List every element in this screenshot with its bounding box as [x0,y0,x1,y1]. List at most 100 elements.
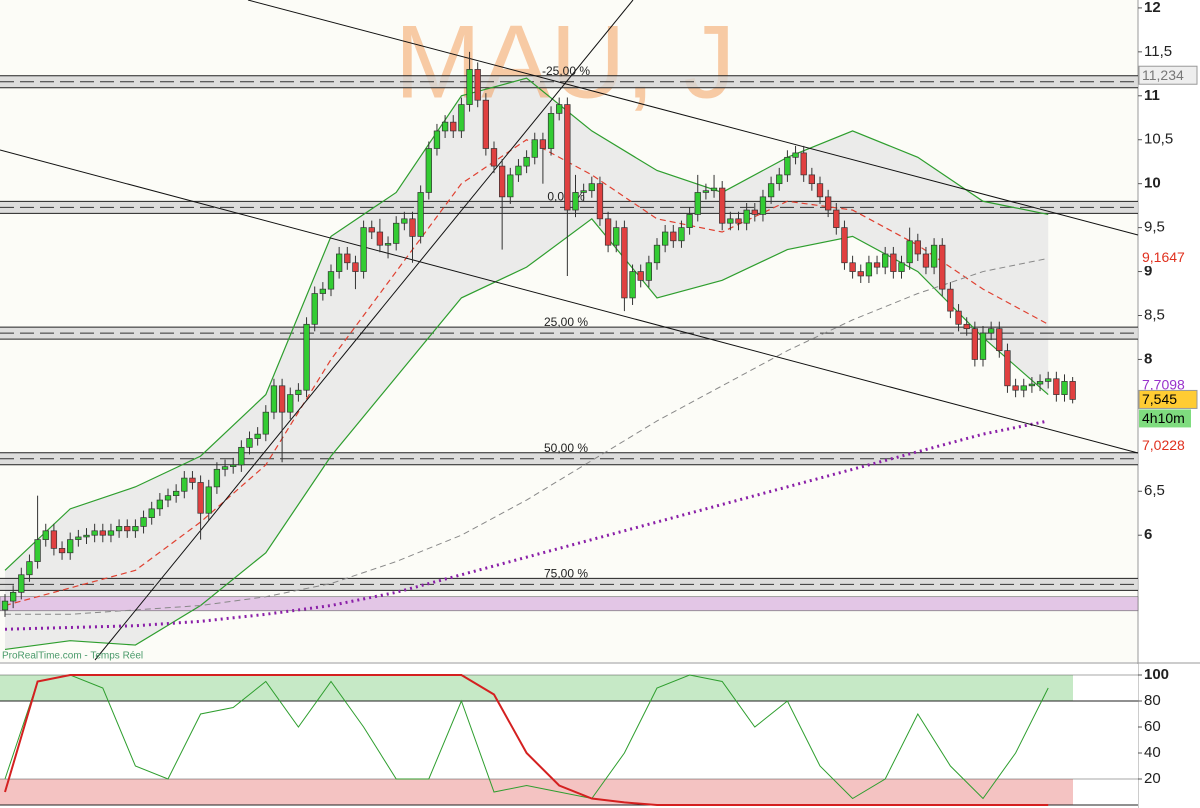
overlays-layer [4,77,1049,651]
countdown-label: 4h10m [1142,410,1185,426]
trend-line [247,0,1139,236]
candle-body [262,411,269,435]
y-tick-label: 20 [1144,770,1161,787]
y-tick-label: 80 [1144,692,1161,709]
candle-body [1012,385,1019,391]
cloud-layer [5,78,1049,650]
candle-body [987,328,995,334]
candle-body [1020,385,1027,391]
level-label: 75,00 % [544,567,588,581]
candle-body [702,190,710,193]
candle-body [922,253,930,268]
candle-body [572,192,579,211]
candle-body [727,218,734,224]
candle-body [841,227,848,264]
candle-body [1004,350,1011,387]
candle-body [604,218,612,246]
candle-body [800,152,807,176]
y-tick-label: 8,5 [1144,306,1165,323]
candle-body [441,121,449,132]
candle-body [637,271,644,281]
candle-body [360,227,367,272]
candle-body [743,209,750,224]
candle-body [458,104,465,132]
candle-body [42,530,49,540]
y-tick-label: 6 [1144,526,1152,543]
candle-body [873,262,881,268]
candle-body [132,526,139,532]
candle-body [564,104,571,211]
candle-body [523,156,530,167]
candle-body [776,174,783,185]
candle-body [393,222,400,244]
zone-band [0,675,1073,701]
y-tick-label: 100 [1144,666,1169,683]
candle-body [50,530,58,549]
candle-body [939,244,946,290]
oscillator-layer: 100 80 60 40 20 [0,666,1169,806]
level-label: 50,00 % [544,441,588,455]
candle-body [930,244,938,268]
candle-body [613,227,620,246]
price-label: 7,0228 [1142,437,1185,453]
y-tick-label: 11 [1144,87,1160,104]
candle-body [197,482,204,514]
candle-body [466,69,473,105]
oscillator-line [4,674,1049,806]
candle-body [882,253,889,268]
candle-body [319,288,326,294]
y-tick-label: 6,5 [1144,482,1165,499]
candle-body [368,227,375,233]
candle-body [645,262,652,281]
candle-body [621,227,628,299]
overlay-line [4,139,1049,607]
y-tick-label: 60 [1144,718,1161,735]
candle-body [10,591,17,602]
candle-body [833,209,840,228]
candle-body [849,262,856,272]
candle-body [148,508,155,518]
watermark: MAU, J [395,4,736,120]
candle-body [181,477,188,492]
candle-body [507,174,514,198]
candle-body [710,187,718,192]
candle-body [751,209,758,215]
y-tick-label: 11,5 [1144,43,1172,60]
candle-body [996,328,1003,352]
candle-body [1036,381,1044,385]
candle-body [947,288,954,312]
candle-body [580,190,587,193]
candle-body [83,534,90,538]
candle-body [784,156,791,176]
candles-layer [1,51,1076,617]
candle-body [384,243,392,246]
candle-body [213,468,221,488]
candle-body [433,130,441,149]
candle-body [344,253,351,264]
candle-body [287,394,294,413]
candle-body [914,240,921,255]
candle-body [971,328,978,360]
y-tick-label: 40 [1144,744,1161,761]
price-label-box [1138,65,1198,85]
candle-body [588,183,595,192]
y-tick-label: 12 [1144,0,1161,16]
zone-band [0,596,1139,612]
candle-body [238,446,245,466]
candle-body [173,490,180,497]
y-tick-label: 8 [1144,350,1152,367]
candle-body [531,139,538,158]
overlay-line [5,257,1049,615]
candle-body [450,121,457,132]
candle-body [539,139,547,149]
candle-body [18,574,25,593]
price-label-box [1139,436,1197,455]
candle-body [107,530,115,536]
candle-body [670,231,677,242]
candle-body [230,464,237,468]
candle-body [955,310,962,325]
candle-body [686,214,693,228]
candle-body [1045,378,1052,382]
candle-body [246,438,253,448]
